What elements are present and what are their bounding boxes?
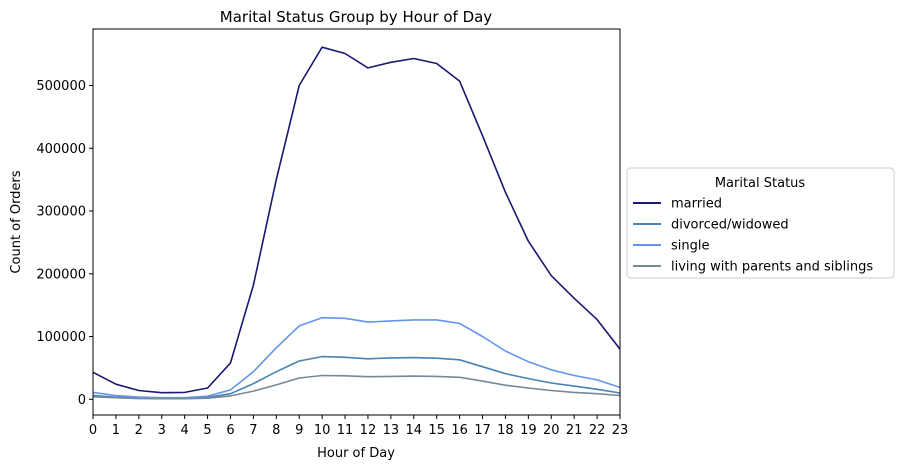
x-tick-label: 1: [112, 423, 120, 438]
x-axis: 0 1 2 3 4 5 6 7 8 9 10 11 12 13 14 15 16 17 18 19 20 21 22 23: [89, 415, 628, 438]
x-tick-label: 20: [543, 423, 560, 438]
x-tick-label: 10: [314, 423, 331, 438]
x-tick-label: 15: [428, 423, 445, 438]
x-tick-label: 0: [89, 423, 97, 438]
x-tick-label: 5: [203, 423, 211, 438]
x-tick-label: 21: [566, 423, 583, 438]
legend-entry-label: living with parents and siblings: [671, 260, 873, 275]
x-tick-label: 2: [135, 423, 143, 438]
x-tick-label: 7: [249, 423, 257, 438]
legend: Marital Status married divorced/widowed si…: [626, 167, 895, 279]
series-line-2: [92, 316, 621, 399]
plot-area: [92, 46, 621, 400]
chart-title: Marital Status Group by Hour of Day: [220, 8, 493, 26]
legend-entry-label: divorced/widowed: [671, 218, 789, 233]
y-tick-label: 400000: [36, 142, 86, 157]
x-tick-label: 12: [360, 423, 377, 438]
legend-title: Marital Status: [715, 176, 806, 191]
legend-entry-label: single: [671, 239, 710, 254]
x-tick-label: 17: [474, 423, 491, 438]
x-axis-label: Hour of Day: [317, 446, 395, 461]
x-tick-label: 6: [226, 423, 234, 438]
series-line-0: [92, 46, 621, 394]
x-tick-label: 18: [497, 423, 514, 438]
x-tick-label: 16: [451, 423, 468, 438]
x-tick-label: 8: [272, 423, 280, 438]
x-tick-label: 22: [589, 423, 606, 438]
legend-entry-label: married: [671, 197, 722, 212]
x-tick-label: 4: [181, 423, 189, 438]
plot-frame: [92, 28, 621, 416]
x-tick-label: 14: [406, 423, 423, 438]
x-tick-label: 19: [520, 423, 537, 438]
x-tick-label: 11: [337, 423, 354, 438]
y-tick-label: 500000: [36, 79, 86, 94]
series-line-3: [92, 374, 621, 400]
y-tick-label: 0: [78, 393, 86, 408]
y-tick-label: 200000: [36, 267, 86, 282]
y-tick-label: 100000: [36, 330, 86, 345]
x-tick-label: 23: [612, 423, 629, 438]
x-tick-label: 3: [158, 423, 166, 438]
y-axis: 0 100000 200000 300000 400000 500000: [36, 79, 93, 408]
x-tick-label: 13: [383, 423, 400, 438]
legend-box: [626, 167, 895, 279]
y-tick-label: 300000: [36, 205, 86, 220]
y-axis-label: Count of Orders: [9, 170, 24, 273]
x-tick-label: 9: [295, 423, 303, 438]
